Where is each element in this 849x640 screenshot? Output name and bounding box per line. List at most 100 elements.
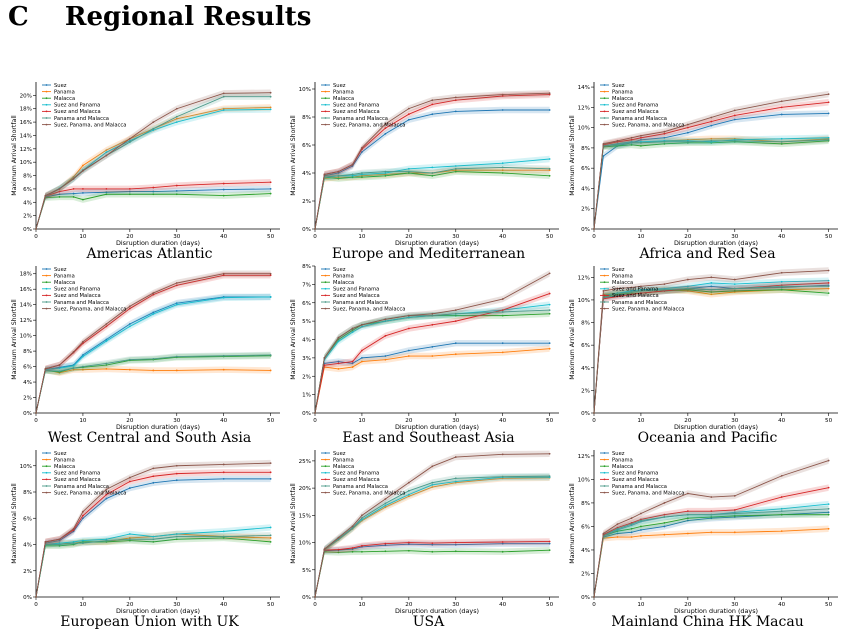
legend-marker: [324, 471, 327, 474]
y-tick-label: 20%: [299, 486, 311, 492]
series-point-malacca: [175, 193, 178, 196]
x-tick-label: 50: [267, 418, 275, 424]
series-point-panama: [710, 137, 713, 140]
series-point-suez-panama-and-malacca: [501, 453, 504, 456]
series-point-suez-panama-and-malacca: [407, 107, 410, 110]
legend-marker: [45, 307, 48, 310]
series-point-suez-and-malacca: [733, 114, 736, 117]
x-tick-label: 20: [684, 234, 692, 240]
series-point-suez-and-malacca: [323, 364, 326, 367]
series-point-suez-and-panama: [175, 121, 178, 123]
series-point-suez-and-panama: [407, 493, 410, 496]
series-point-suez: [630, 531, 633, 534]
y-tick-label: 8%: [581, 501, 590, 507]
legend-marker: [45, 465, 48, 468]
legend-label: Malacca: [54, 280, 75, 286]
series-point-panama-and-malacca: [663, 516, 666, 518]
series-point-suez-panama-and-malacca: [152, 292, 155, 294]
y-tick-label: 0%: [23, 595, 32, 601]
series-point-panama-and-malacca: [82, 542, 84, 545]
region-title: Mainland China HK Macau: [611, 614, 804, 630]
series-point-panama-and-malacca: [640, 289, 642, 292]
legend-label: Panama: [54, 457, 75, 463]
series-point-malacca: [407, 549, 410, 552]
panel-africa-and-red-sea: 0% 2% 4% 6% 8% 10% 12% 14% 0 10 20 30 40 50 Disruption…: [566, 72, 849, 272]
series-point-suez-and-malacca: [630, 293, 633, 296]
series-point-panama-and-malacca: [128, 538, 131, 541]
series-point-suez-and-panama: [827, 136, 830, 139]
y-tick-label: 8%: [302, 264, 311, 270]
series-point-malacca: [361, 550, 363, 553]
series-point-suez-and-panama: [222, 530, 225, 533]
legend-marker: [45, 281, 48, 284]
series-point-suez-panama-and-malacca: [827, 269, 830, 272]
series-point-panama: [269, 537, 272, 539]
series-point-suez-panama-and-malacca: [58, 538, 61, 541]
series-point-panama: [548, 347, 551, 350]
x-tick-label: 30: [731, 602, 739, 608]
series-point-suez: [361, 151, 363, 153]
series-point-suez: [431, 113, 434, 116]
series-point-panama-and-malacca: [686, 140, 689, 143]
y-tick-label: 16%: [20, 120, 32, 126]
series-point-malacca: [663, 522, 666, 524]
series-point-panama: [361, 360, 363, 363]
series-point-suez-panama-and-malacca: [361, 146, 363, 149]
x-axis-label: Disruption duration (days): [674, 423, 758, 431]
chart-east-and-southeast-asia: 0% 1% 2% 3% 4% 5% 6% 7% 8% 0 10 20 30 40 50 Disruption …: [290, 264, 559, 431]
series-band-suez-and-panama: [36, 524, 271, 597]
x-tick-label: 20: [405, 602, 413, 608]
series-point-suez-panama-and-malacca: [593, 596, 595, 598]
legend-label: Malacca: [54, 464, 75, 470]
legend-marker: [45, 103, 48, 106]
x-tick-label: 20: [126, 418, 134, 424]
series-point-panama-and-malacca: [407, 489, 410, 492]
series-point-suez-and-panama: [501, 162, 504, 165]
series-point-panama-and-malacca: [454, 312, 457, 315]
series-point-suez-and-panama: [733, 283, 736, 285]
x-tick-label: 50: [825, 418, 833, 424]
series-point-suez-and-panama: [152, 535, 155, 538]
y-tick-label: 12%: [20, 147, 32, 153]
series-point-panama-and-malacca: [616, 292, 619, 295]
series-point-suez-panama-and-malacca: [351, 525, 354, 528]
x-tick-label: 0: [313, 234, 317, 240]
series-point-panama-and-malacca: [663, 140, 666, 143]
series-point-suez: [337, 172, 340, 174]
legend-marker: [45, 287, 48, 290]
series-point-suez-and-malacca: [431, 323, 434, 326]
series-point-suez-and-panama: [58, 367, 61, 370]
series-point-panama-and-malacca: [431, 481, 434, 484]
series-point-suez: [663, 525, 666, 528]
x-tick-label: 50: [267, 602, 275, 608]
series-band-suez-and-malacca: [36, 178, 271, 229]
region-title: USA: [412, 614, 445, 630]
legend-marker: [45, 274, 48, 277]
series-point-panama-and-malacca: [351, 173, 354, 176]
series-point-suez-panama-and-malacca: [630, 286, 633, 289]
legend-label: Suez and Panama: [333, 471, 379, 477]
series-point-suez-and-panama: [105, 340, 108, 342]
series-point-malacca: [58, 544, 61, 547]
series-point-malacca: [501, 314, 504, 317]
series-point-suez: [548, 109, 551, 111]
legend-label: Suez: [612, 451, 625, 457]
y-tick-label: 8%: [581, 321, 590, 327]
x-tick-label: 20: [405, 418, 413, 424]
x-tick-label: 40: [778, 418, 786, 424]
series-point-panama-and-malacca: [58, 370, 61, 373]
series-point-suez-and-panama: [407, 167, 410, 170]
y-axis-label: Maximum Arrival Shortfall: [11, 115, 18, 196]
series-point-suez-and-malacca: [431, 542, 434, 544]
series-point-malacca: [384, 174, 387, 177]
series-point-suez: [827, 112, 830, 115]
x-tick-label: 20: [126, 602, 134, 608]
series-point-panama-and-malacca: [827, 507, 830, 510]
series-point-panama-and-malacca: [616, 143, 619, 146]
legend-marker: [603, 103, 606, 106]
y-tick-label: 8%: [23, 490, 32, 496]
series-point-suez-and-malacca: [431, 103, 434, 106]
x-tick-label: 50: [546, 602, 554, 608]
series-point-panama-and-malacca: [407, 170, 410, 173]
series-point-malacca: [105, 540, 108, 543]
